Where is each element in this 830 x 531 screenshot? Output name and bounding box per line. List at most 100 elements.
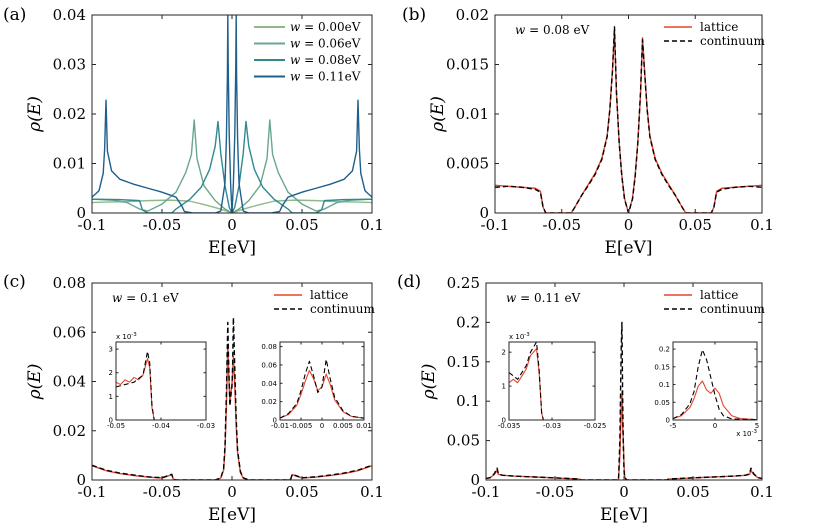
inset-series-line	[509, 342, 595, 420]
legend-label: lattice	[310, 288, 348, 302]
inset-y-tick-label: 0.15	[654, 363, 670, 371]
panel-a-y-tick-label: 0.03	[53, 56, 86, 74]
panel-d-y-tick-label: 0.1	[456, 392, 480, 410]
panel-annotation-variable: w	[515, 23, 526, 37]
inset-series-line	[280, 358, 364, 419]
legend-label-value: = 0.06eV	[300, 37, 361, 51]
panel-d-x-tick-label: -0.1	[472, 483, 501, 501]
panel-b-series-line	[495, 29, 762, 213]
inset-y-tick-label: 3	[109, 346, 113, 354]
inset-series-line	[116, 350, 206, 420]
panel-a-x-tick-label: 0	[227, 216, 237, 234]
inset-y-tick-label: 0.08	[261, 343, 277, 351]
panel-c-y-tick-label: 0.06	[53, 323, 86, 341]
inset-y-tick-label: 0.02	[261, 398, 277, 406]
legend-label-value: = 0.11eV	[300, 70, 361, 84]
panel-a: -0.1 -0.05 0 0.05 0.1 0 0.01 0.02 0.03 0.04 (a) E[e…	[3, 5, 384, 258]
panel-a-y-tick-label: 0.01	[53, 155, 86, 173]
panel-b-y-tick-label: 0.02	[456, 6, 489, 24]
panel-c-x-tick-label: 0.05	[285, 483, 318, 501]
y-axis-label: ρ(E)	[25, 96, 45, 133]
panel-b-x-tick-label: 0	[624, 216, 634, 234]
panel-a-x-tick-label: -0.05	[143, 216, 181, 234]
inset-y-tick-label: 0.05	[654, 399, 670, 407]
inset-x-tick-label: -0.05	[107, 422, 125, 430]
panel-d-series-line	[486, 321, 762, 480]
panel-c-x-tick-label: 0.1	[360, 483, 384, 501]
legend-label-variable: w	[290, 70, 301, 84]
panel-a-y-tick-label: 0	[76, 204, 86, 222]
panel-c-y-tick-label: 0.04	[53, 373, 86, 391]
inset-d-inset-right: -5 0 500.050.10.150.2x 10-3	[654, 341, 759, 438]
inset-y-tick-label: 2	[109, 369, 113, 377]
legend-label: lattice	[700, 288, 738, 302]
panel-d-y-tick-label: 0.15	[447, 353, 480, 371]
panel-label: (d)	[397, 272, 421, 292]
panel-label: (b)	[402, 5, 426, 25]
panel-a-x-tick-label: 0.1	[360, 216, 384, 234]
panel-d-x-tick-label: 0	[619, 483, 629, 501]
inset-y-tick-label: 0	[109, 417, 113, 425]
inset-x-tick-label: -0.03	[197, 422, 215, 430]
inset-series-line	[673, 349, 757, 420]
inset-x-tick-label: 0	[320, 422, 324, 430]
inset-exponent-power: -3	[752, 429, 758, 435]
panel-annotation: w = 0.08 eV	[515, 23, 590, 37]
panel-a-x-tick-label: -0.1	[78, 216, 107, 234]
panel-d-y-tick-label: 0	[470, 471, 480, 489]
legend-label: continuum	[310, 302, 376, 316]
inset-d-inset-left: -0.035 -0.03 -0.025 0 1 2x 10-3	[498, 332, 607, 430]
panel-d-y-tick-label: 0.05	[447, 432, 480, 450]
panel-d-y-tick-label: 0.2	[456, 313, 480, 331]
inset-y-tick-label: 1	[109, 393, 113, 401]
panel-b-y-tick-label: 0.005	[446, 155, 489, 173]
panel-a-series-line	[92, 199, 372, 213]
panel-b-x-tick-label: 0.05	[679, 216, 712, 234]
inset-x-tick-label: 0.005	[333, 422, 353, 430]
y-axis-label: ρ(E)	[419, 364, 439, 401]
inset-series-line	[509, 348, 595, 420]
inset-y-tick-label: 0	[273, 417, 277, 425]
panel-d-y-tick-label: 0.25	[447, 274, 480, 292]
inset-x-tick-label: -0.03	[543, 422, 561, 430]
inset-exponent-power: -3	[524, 332, 530, 338]
inset-y-tick-label: 0.06	[261, 361, 277, 369]
panel-annotation-value: = 0.11 eV	[516, 291, 580, 305]
panel-b-x-tick-label: -0.1	[481, 216, 510, 234]
inset-x-tick-label: 0	[713, 422, 717, 430]
panel-c-x-tick-label: 0	[227, 483, 237, 501]
panel-b-y-tick-label: 0.01	[456, 105, 489, 123]
x-axis-label: E[eV]	[600, 505, 648, 525]
panel-b-x-tick-label: 0.1	[750, 216, 774, 234]
panel-d-x-tick-label: -0.05	[536, 483, 574, 501]
panel-b-y-tick-label: 0	[479, 204, 489, 222]
panel-d-x-tick-label: 0.05	[676, 483, 709, 501]
legend-label: w = 0.08eV	[290, 53, 361, 67]
inset-exponent-label: x 10-3	[509, 332, 530, 341]
legend-label: w = 0.11eV	[290, 70, 361, 84]
panel-d: -0.1 -0.05 0 0.05 0.1 0 0.05 0.1 0.15 0.2 0.25 (d) E…	[397, 272, 774, 525]
inset-background	[116, 342, 206, 420]
panel-c-y-tick-label: 0.08	[53, 274, 86, 292]
inset-x-tick-label: -5	[670, 422, 677, 430]
inset-y-tick-label: 0.1	[659, 381, 670, 389]
inset-background	[509, 342, 595, 420]
inset-x-tick-label: 5	[755, 422, 759, 430]
legend-label-value: = 0.08eV	[300, 53, 361, 67]
panel-a-series-line	[92, 15, 372, 213]
inset-y-tick-label: 1	[502, 383, 506, 391]
inset-exponent-power: -3	[131, 332, 137, 338]
inset-y-tick-label: 2	[502, 349, 506, 357]
panel-a-x-tick-label: 0.05	[285, 216, 318, 234]
legend-label-value: = 0.00eV	[300, 20, 361, 34]
x-axis-label: E[eV]	[208, 238, 256, 258]
legend-label-variable: w	[290, 20, 301, 34]
inset-x-tick-label: -0.035	[498, 422, 521, 430]
inset-y-tick-label: 0	[666, 417, 670, 425]
legend-label-variable: w	[290, 53, 301, 67]
inset-background	[673, 342, 757, 420]
inset-x-tick-label: -0.005	[290, 422, 313, 430]
panel-b-y-tick-label: 0.015	[446, 56, 489, 74]
panel-c-y-tick-label: 0.02	[53, 422, 86, 440]
